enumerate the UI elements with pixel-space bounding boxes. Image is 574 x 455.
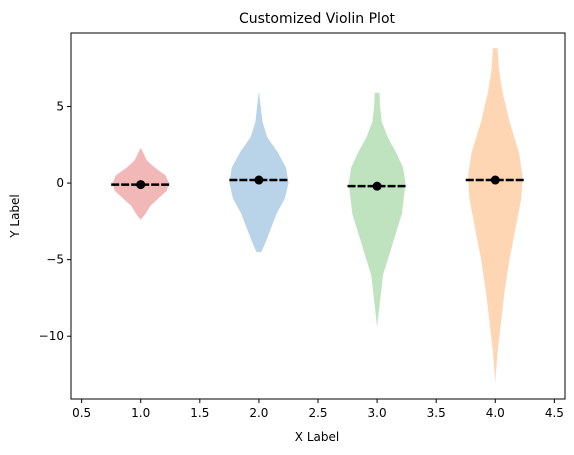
x-tick-label: 1.5 <box>190 406 209 420</box>
mean-marker-4 <box>490 175 500 185</box>
violin-body-4 <box>468 48 523 383</box>
x-tick-label: 1.0 <box>131 406 150 420</box>
x-axis-label: X Label <box>295 430 339 444</box>
x-tick-label: 4.5 <box>545 406 564 420</box>
violin-body-3 <box>348 92 406 327</box>
y-axis-label: Y Label <box>8 194 22 239</box>
violin-1 <box>111 147 171 220</box>
violin-4 <box>465 48 525 383</box>
violin-body-2 <box>229 91 289 252</box>
x-axis-ticks: 0.5 1.0 1.5 2.0 2.5 3.0 3.5 4.0 4.5 <box>72 399 564 420</box>
y-tick-label: −10 <box>39 329 64 343</box>
y-axis-ticks: 5 0 −5 −10 <box>39 100 71 343</box>
mean-marker-2 <box>254 175 264 185</box>
x-tick-label: 3.5 <box>427 406 446 420</box>
x-tick-label: 3.0 <box>368 406 387 420</box>
x-tick-label: 0.5 <box>72 406 91 420</box>
chart-title: Customized Violin Plot <box>239 11 396 27</box>
violin-3 <box>347 92 407 327</box>
violin-2 <box>229 91 289 252</box>
x-tick-label: 2.0 <box>249 406 268 420</box>
x-tick-label: 4.0 <box>486 406 505 420</box>
y-tick-label: 0 <box>56 176 64 190</box>
y-tick-label: 5 <box>56 100 64 114</box>
mean-marker-3 <box>372 181 382 191</box>
x-tick-label: 2.5 <box>308 406 327 420</box>
plot-area <box>111 48 525 383</box>
y-tick-label: −5 <box>46 253 64 267</box>
mean-marker-1 <box>136 180 146 190</box>
